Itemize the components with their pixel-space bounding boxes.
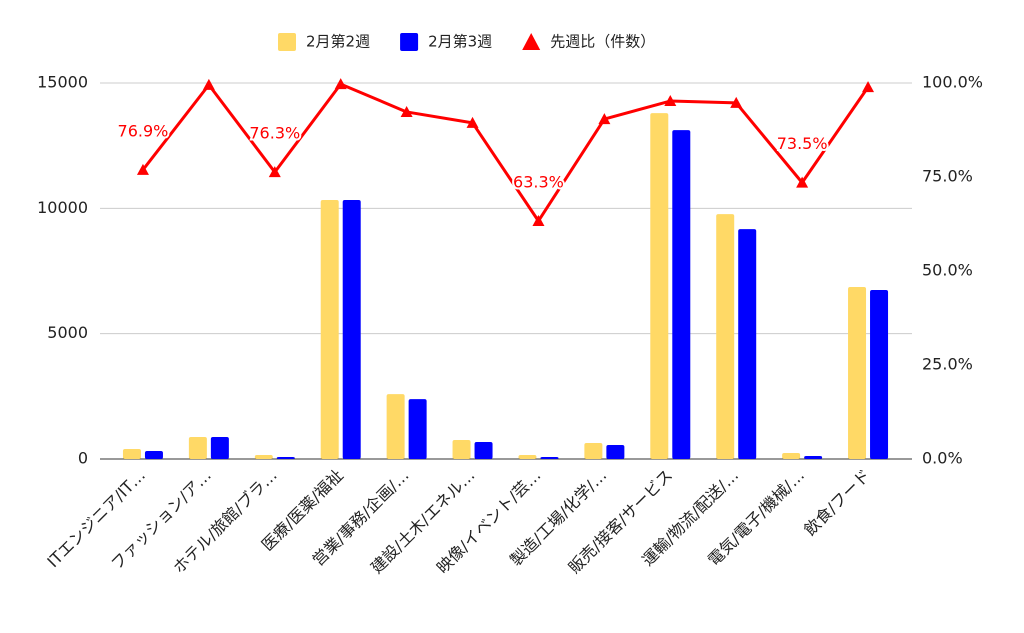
data-label: 73.5% bbox=[777, 134, 828, 153]
y2-tick-label: 25.0% bbox=[922, 355, 973, 374]
bar bbox=[342, 200, 361, 459]
y-tick-label: 5000 bbox=[47, 323, 88, 342]
y-tick-label: 15000 bbox=[37, 73, 88, 92]
bar bbox=[452, 439, 471, 459]
y-tick-label: 10000 bbox=[37, 198, 88, 217]
y-tick-label: 0 bbox=[78, 449, 88, 468]
legend-swatch bbox=[400, 33, 419, 51]
data-label: 63.3% bbox=[513, 172, 564, 191]
line bbox=[141, 82, 870, 223]
legend-swatch bbox=[522, 33, 541, 50]
line-marker bbox=[334, 78, 347, 90]
line-marker bbox=[136, 163, 149, 175]
bar bbox=[738, 229, 757, 459]
x-tick: 飲食/フード bbox=[800, 466, 874, 540]
legend-swatch bbox=[278, 33, 296, 51]
bar bbox=[408, 399, 427, 459]
bar bbox=[540, 456, 559, 459]
bar bbox=[606, 444, 625, 459]
bar bbox=[188, 436, 207, 459]
bar bbox=[782, 452, 801, 459]
bar bbox=[716, 214, 735, 459]
bar bbox=[672, 130, 691, 459]
bar bbox=[804, 455, 823, 459]
bar bbox=[276, 456, 295, 459]
line-marker bbox=[202, 78, 215, 90]
bar bbox=[122, 448, 141, 459]
bar bbox=[254, 454, 273, 459]
bar bbox=[584, 442, 603, 459]
line-marker bbox=[598, 113, 611, 125]
bar bbox=[848, 287, 867, 459]
line-marker bbox=[664, 95, 677, 107]
y2-tick-label: 50.0% bbox=[922, 261, 973, 280]
line-marker bbox=[532, 214, 545, 226]
y2-tick-label: 0.0% bbox=[922, 449, 963, 468]
bar bbox=[210, 436, 229, 459]
bar bbox=[518, 454, 537, 459]
data-label: 76.9% bbox=[118, 121, 169, 140]
bar bbox=[320, 200, 339, 459]
bar bbox=[474, 441, 493, 459]
y2-tick-label: 75.0% bbox=[922, 167, 973, 186]
y2-tick-label: 100.0% bbox=[922, 73, 983, 92]
line-marker bbox=[796, 176, 809, 188]
line-marker bbox=[862, 81, 875, 93]
line-marker bbox=[730, 96, 743, 108]
legend-label: 2月第3週 bbox=[428, 33, 492, 51]
bar bbox=[870, 290, 889, 459]
bar bbox=[650, 113, 669, 459]
legend-label: 先週比（件数） bbox=[550, 33, 655, 51]
bar bbox=[386, 394, 405, 459]
x-tick-label: 飲食/フード bbox=[800, 466, 874, 540]
data-label: 76.3% bbox=[249, 124, 300, 143]
bar bbox=[144, 450, 163, 459]
line-marker bbox=[268, 166, 281, 178]
line-marker bbox=[400, 105, 413, 117]
line-marker bbox=[466, 116, 479, 128]
legend-label: 2月第2週 bbox=[306, 33, 370, 51]
